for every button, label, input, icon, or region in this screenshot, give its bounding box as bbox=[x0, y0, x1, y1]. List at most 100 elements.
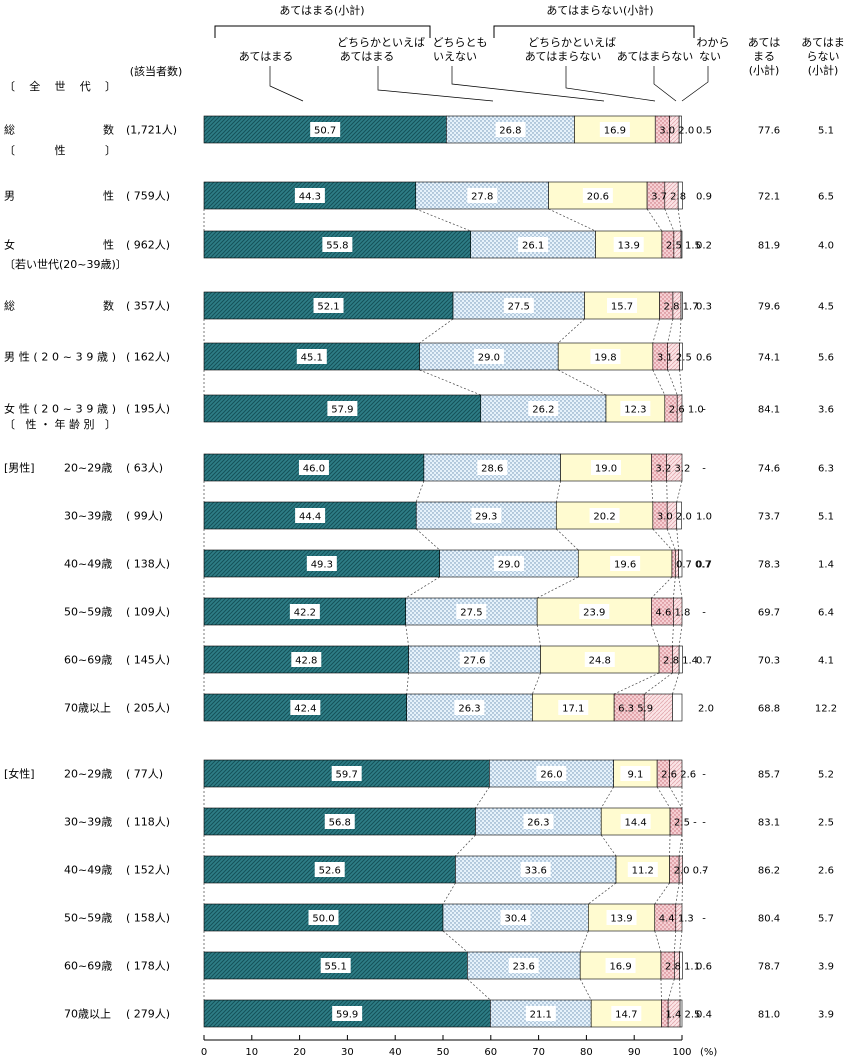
value-label-bg bbox=[454, 700, 485, 715]
bar-segment-disagree bbox=[678, 855, 683, 884]
connector-line bbox=[536, 624, 541, 647]
group-label: [女性] bbox=[4, 767, 35, 781]
bar-segment-somewhat-disagree bbox=[613, 693, 645, 722]
count-header: (該当者数) bbox=[130, 64, 183, 78]
section-header-1: 〔 性 〕 bbox=[4, 143, 116, 157]
value-label-dont-know: 0.2 bbox=[696, 241, 712, 252]
value-label-somewhat-agree: 26.3 bbox=[458, 704, 480, 715]
connector-line bbox=[558, 369, 607, 396]
agree-bracket bbox=[214, 25, 431, 38]
connector-line bbox=[415, 480, 425, 503]
bar-segment-dont-know bbox=[680, 291, 683, 320]
legend-label-somewhat-disagree-2: あてはまらない bbox=[525, 50, 602, 63]
connector-line bbox=[673, 576, 676, 599]
value-label-bg bbox=[298, 460, 329, 475]
x-tick-label: 40 bbox=[389, 1047, 402, 1058]
bar-segment-dont-know bbox=[676, 501, 682, 530]
value-label-agree: 57.9 bbox=[331, 405, 353, 416]
summary-header-disagree-1: あてはま bbox=[801, 36, 845, 49]
value-label-agree: 49.3 bbox=[311, 560, 333, 571]
value-label-bg bbox=[331, 766, 362, 781]
row-count: ( 962人) bbox=[126, 239, 170, 252]
connector-line bbox=[652, 528, 673, 551]
legend-label-dont-know-1: わから bbox=[697, 36, 730, 49]
subtotal-disagree: 2.6 bbox=[818, 866, 834, 877]
value-label-small-segments: 2.6 1.0 bbox=[669, 405, 704, 416]
row-label: 50~59歳 bbox=[64, 606, 112, 619]
value-label-bg bbox=[290, 700, 321, 715]
subtotal-disagree: 3.9 bbox=[818, 962, 834, 973]
subtotal-agree: 68.8 bbox=[758, 704, 780, 715]
summary-header-agree-3: (小計) bbox=[749, 63, 780, 77]
summary-header-disagree-2: らない bbox=[807, 50, 840, 63]
value-label-bg bbox=[306, 556, 337, 571]
value-label-bg bbox=[294, 188, 325, 203]
bar-segment-somewhat-disagree bbox=[671, 549, 676, 578]
value-label-agree: 59.7 bbox=[336, 770, 358, 781]
subtotal-disagree: 1.4 bbox=[818, 560, 834, 571]
value-label-bg bbox=[599, 122, 630, 137]
connector-line bbox=[674, 930, 677, 953]
subtotal-agree: 77.6 bbox=[758, 126, 780, 137]
value-label-small-segments: 1.4 2.5 bbox=[665, 1010, 700, 1021]
value-label-bg bbox=[467, 188, 498, 203]
value-label-bg bbox=[291, 652, 322, 667]
row-label: 70歳以上 bbox=[64, 702, 111, 715]
bar-segment-dont-know bbox=[679, 342, 683, 371]
value-label-dont-know: - bbox=[702, 608, 706, 619]
subtotal-agree: 80.4 bbox=[758, 914, 780, 925]
row-count: ( 152人) bbox=[126, 864, 170, 877]
value-label-somewhat-agree: 26.1 bbox=[522, 241, 544, 252]
connector-line bbox=[405, 576, 440, 599]
legend-label-neutral-2: いえない bbox=[433, 50, 477, 63]
x-tick-label: 50 bbox=[437, 1047, 450, 1058]
legend-label-somewhat-disagree-1: どちらかといえば bbox=[528, 36, 616, 49]
subtotal-disagree: 5.1 bbox=[818, 126, 834, 137]
value-label-agree: 46.0 bbox=[303, 464, 325, 475]
row-label: 総 数 bbox=[4, 299, 114, 313]
value-label-small-segments: 0.7 0.7 bbox=[676, 560, 711, 571]
subtotal-disagree: 6.5 bbox=[818, 192, 834, 203]
connector-line bbox=[644, 672, 673, 695]
bar-segment-dont-know bbox=[678, 115, 682, 144]
connector-line bbox=[652, 318, 660, 344]
connector-line bbox=[676, 480, 683, 503]
x-tick-label: 60 bbox=[484, 1047, 497, 1058]
bar-segment-disagree bbox=[676, 394, 683, 423]
value-label-dont-know: - bbox=[702, 464, 706, 475]
value-label-neutral: 19.0 bbox=[595, 464, 617, 475]
value-label-agree: 42.8 bbox=[295, 656, 317, 667]
connector-line bbox=[406, 672, 409, 695]
value-label-small-segments: 3.1 2.5 bbox=[657, 353, 692, 364]
connector-line bbox=[588, 882, 617, 905]
bar-segment-disagree bbox=[675, 903, 683, 932]
value-label-dont-know: - bbox=[702, 770, 706, 781]
row-count: ( 77人) bbox=[126, 768, 163, 781]
value-label-somewhat-agree: 27.5 bbox=[508, 302, 530, 313]
connector-line bbox=[651, 624, 660, 647]
subtotal-disagree: 5.2 bbox=[818, 770, 834, 781]
value-label-agree: 56.8 bbox=[329, 818, 351, 829]
value-label-bg bbox=[590, 460, 621, 475]
connector-line bbox=[666, 528, 676, 551]
subtotal-disagree: 3.6 bbox=[818, 405, 834, 416]
connector-line bbox=[672, 672, 680, 695]
connector-line bbox=[419, 318, 454, 344]
subtotal-agree: 79.6 bbox=[758, 302, 780, 313]
value-label-bg bbox=[584, 652, 615, 667]
subtotal-agree: 74.1 bbox=[758, 353, 780, 364]
value-label-neutral: 14.7 bbox=[615, 1010, 637, 1021]
x-tick-label: 20 bbox=[293, 1047, 306, 1058]
value-label-small-segments: 3.7 2.8 bbox=[651, 192, 686, 203]
connector-lines bbox=[203, 208, 683, 1001]
legend-header: あてはまる(小計) あてはまらない(小計) あてはまる どちらかといえば あては… bbox=[130, 3, 845, 102]
value-label-small-segments: 3.0 2.0 bbox=[659, 126, 694, 137]
row-count: ( 279人) bbox=[126, 1008, 170, 1021]
connector-line bbox=[415, 528, 440, 551]
value-label-bg bbox=[471, 508, 502, 523]
value-label-bg bbox=[590, 349, 621, 364]
value-label-bg bbox=[473, 349, 504, 364]
connector-line bbox=[415, 208, 471, 232]
value-label-bg bbox=[528, 401, 559, 416]
subtotal-disagree: 3.9 bbox=[818, 1010, 834, 1021]
